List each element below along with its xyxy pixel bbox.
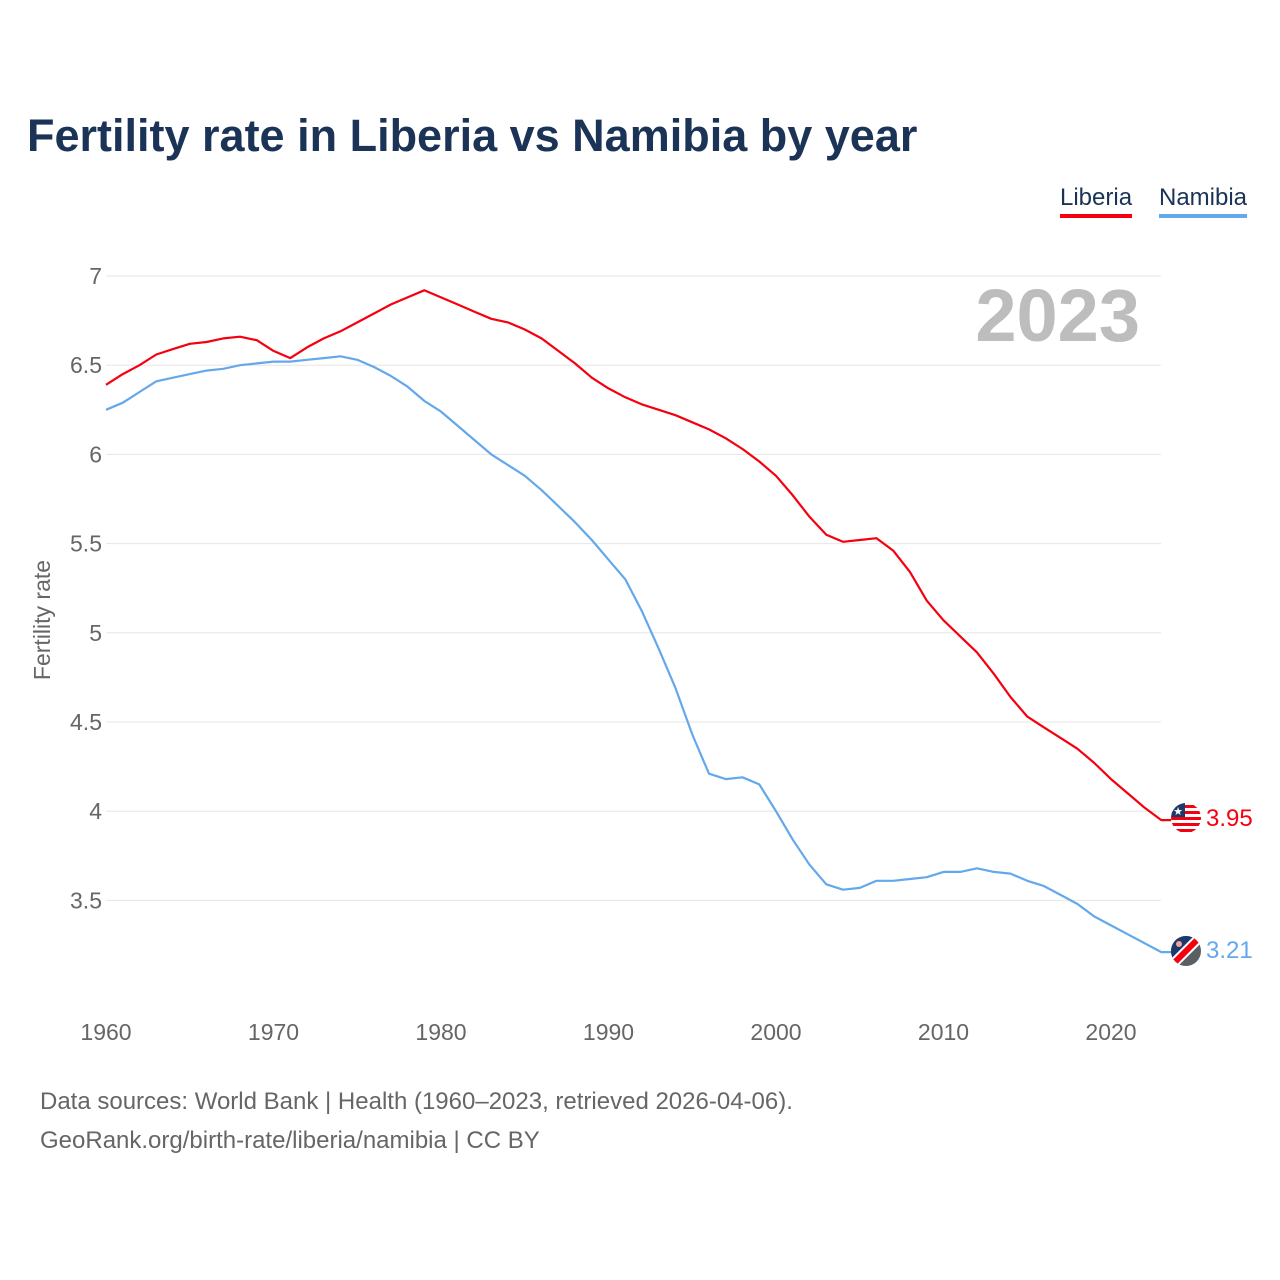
y-tick-label: 5.5 bbox=[70, 531, 102, 557]
y-axis-label: Fertility rate bbox=[29, 560, 55, 680]
x-tick-label: 1980 bbox=[415, 1019, 466, 1045]
svg-text:★: ★ bbox=[1173, 806, 1183, 818]
series-line-liberia[interactable] bbox=[105, 289, 1172, 822]
chart-title: Fertility rate in Liberia vs Namibia by … bbox=[27, 110, 918, 161]
y-tick-label: 7 bbox=[89, 263, 102, 289]
x-tick-label: 2020 bbox=[1085, 1019, 1136, 1045]
footer-source: Data sources: World Bank | Health (1960–… bbox=[40, 1088, 793, 1115]
footer-link[interactable]: GeoRank.org/birth-rate/liberia/namibia |… bbox=[40, 1127, 540, 1154]
legend-liberia[interactable]: Liberia bbox=[1060, 184, 1133, 218]
y-tick-label: 6.5 bbox=[70, 352, 102, 378]
y-tick-label: 5 bbox=[89, 620, 102, 646]
y-tick-label: 4 bbox=[89, 798, 102, 824]
x-tick-label: 2010 bbox=[918, 1019, 969, 1045]
year-watermark: 2023 bbox=[975, 274, 1140, 357]
x-tick-label: 1990 bbox=[583, 1019, 634, 1045]
namibia-flag-icon bbox=[1171, 936, 1201, 966]
legend-namibia[interactable]: Namibia bbox=[1159, 184, 1248, 218]
liberia-flag-icon: ★ bbox=[1171, 803, 1201, 833]
series-line-namibia[interactable] bbox=[105, 355, 1172, 954]
namibia-end-label: 3.21 bbox=[1206, 937, 1253, 964]
x-tick-label: 2000 bbox=[750, 1019, 801, 1045]
liberia-end-label: 3.95 bbox=[1206, 805, 1253, 832]
x-tick-label: 1960 bbox=[80, 1019, 131, 1045]
y-tick-label: 6 bbox=[89, 441, 102, 467]
y-tick-label: 3.5 bbox=[70, 887, 102, 913]
y-tick-label: 4.5 bbox=[70, 709, 102, 735]
x-tick-label: 1970 bbox=[248, 1019, 299, 1045]
